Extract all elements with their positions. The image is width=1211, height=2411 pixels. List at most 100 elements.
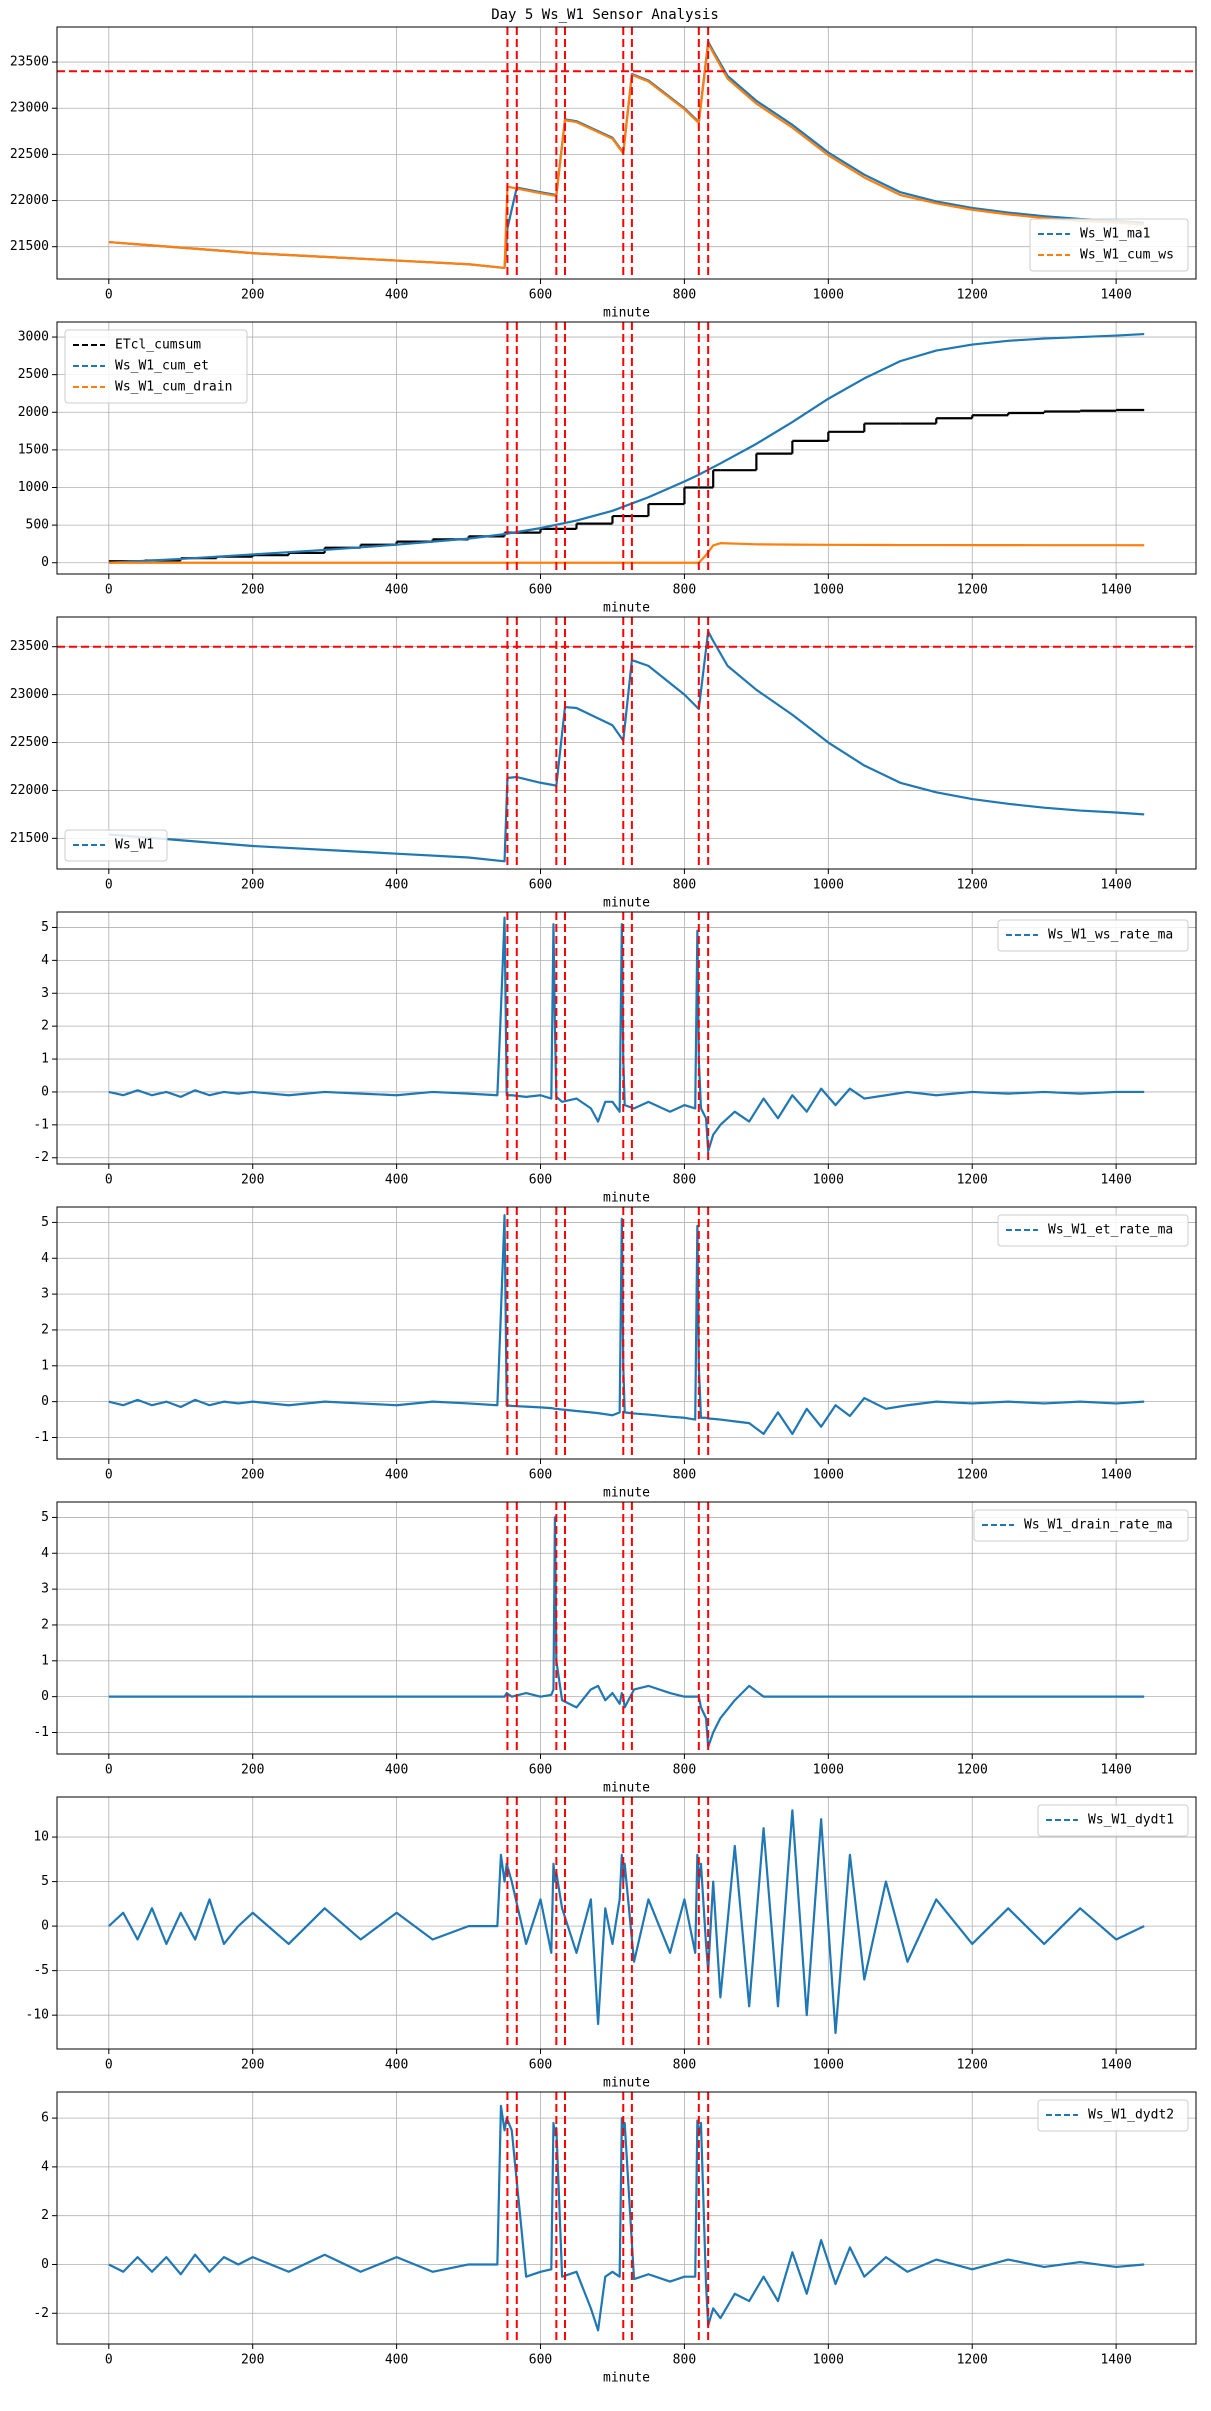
y-tick-label: 4 [41,2159,49,2174]
legend-box [997,919,1189,952]
y-tick-label: 22500 [10,735,49,750]
data-line [108,916,1145,1153]
y-tick-label: 4 [41,953,49,968]
x-tick-label: 1000 [813,1763,844,1778]
y-tick-label: 6 [41,2111,49,2126]
y-tick-label: -2 [33,2306,49,2321]
legend-box [1037,1804,1189,1837]
y-tick-label: 22000 [10,193,49,208]
x-tick-label: 0 [105,878,113,893]
axes-frame [56,1206,1197,1460]
axes-frame [56,1501,1197,1755]
legend-box [1037,2099,1189,2132]
y-tick-label: 23500 [10,55,49,70]
x-tick-label: 1200 [957,878,988,893]
y-tick-label: -2 [33,1150,49,1165]
plot-area [57,617,1196,869]
x-tick-label: 600 [529,1763,552,1778]
legend-label: Ws_W1_cum_ws [1080,248,1174,263]
axes-frame [56,1796,1197,2050]
data-line [108,2104,1145,2332]
legend-label: Ws_W1_dydt1 [1088,1813,1174,1828]
y-tick-label: 4 [41,1546,49,1561]
y-tick-label: -1 [33,1117,49,1132]
x-tick-label: 1400 [1100,288,1131,303]
legend-label: Ws_W1_cum_drain [115,380,232,395]
x-tick-label: 1200 [957,1173,988,1188]
x-tick-label: 0 [105,1763,113,1778]
y-tick-label: 0 [41,555,49,570]
y-tick-label: 0 [41,1689,49,1704]
y-tick-label: 1000 [18,480,49,495]
data-line [108,1516,1145,1748]
legend-label: Ws_W1 [115,838,154,853]
axes-frame [56,911,1197,1165]
x-tick-label: 1000 [813,583,844,598]
subplot: 0 200 400 600 800 1000 1200 1400 0 500 1000 1500 200… [18,321,1197,616]
data-line [108,542,1145,564]
y-tick-label: 1 [41,1653,49,1668]
y-tick-label: -5 [33,1963,49,1978]
x-tick-label: 400 [385,1468,408,1483]
subplot: 0 200 400 600 800 1000 1200 1400 -2 0 2 4 6 minute Ws_… [33,2091,1197,2386]
plot-area [108,1797,1145,2049]
plot-area [108,1207,1145,1459]
x-tick-label: 1200 [957,1468,988,1483]
x-tick-label: 800 [673,1173,696,1188]
legend-label: Ws_W1_dydt2 [1088,2108,1174,2123]
x-tick-label: 400 [385,1173,408,1188]
x-tick-label: 200 [241,1468,264,1483]
y-tick-label: 5 [41,920,49,935]
x-tick-label: 800 [673,878,696,893]
x-axis-label: minute [603,1781,650,1796]
legend-box [64,329,248,404]
x-tick-label: 600 [529,1173,552,1188]
data-line [108,1809,1145,2035]
x-tick-label: 1400 [1100,1763,1131,1778]
y-tick-label: 2 [41,1322,49,1337]
x-tick-label: 600 [529,288,552,303]
x-tick-label: 400 [385,878,408,893]
x-tick-label: 200 [241,288,264,303]
legend-label: Ws_W1_cum_et [115,359,209,374]
y-tick-label: 3000 [18,330,49,345]
legend-box [997,1214,1189,1247]
data-line [108,42,1145,270]
x-tick-label: 600 [529,1468,552,1483]
x-tick-label: 1200 [957,2353,988,2368]
x-tick-label: 0 [105,1173,113,1188]
x-tick-label: 1000 [813,2353,844,2368]
y-tick-label: 21500 [10,239,49,254]
y-tick-label: 2 [41,1019,49,1034]
x-tick-label: 800 [673,583,696,598]
y-tick-label: 1 [41,1052,49,1067]
y-tick-label: 3 [41,1287,49,1302]
y-tick-label: 22000 [10,783,49,798]
x-tick-label: 600 [529,583,552,598]
legend-label: Ws_W1_drain_rate_ma [1024,1518,1173,1533]
x-tick-label: 400 [385,583,408,598]
x-tick-label: 1200 [957,583,988,598]
plot-area [57,27,1196,279]
legend-box [64,829,168,862]
x-tick-label: 0 [105,2353,113,2368]
legend-box [973,1509,1189,1542]
x-tick-label: 400 [385,288,408,303]
legend: Ws_W1_dydt2 [1037,2099,1189,2132]
y-tick-label: 2 [41,1617,49,1632]
y-tick-label: 5 [41,1510,49,1525]
x-tick-label: 1200 [957,288,988,303]
y-tick-label: 0 [41,1919,49,1934]
x-tick-label: 1400 [1100,1173,1131,1188]
x-tick-label: 200 [241,1173,264,1188]
x-tick-label: 800 [673,288,696,303]
legend: Ws_W1_drain_rate_ma [973,1509,1189,1542]
data-line [108,40,1145,270]
y-tick-label: 23500 [10,639,49,654]
x-tick-label: 1000 [813,1468,844,1483]
subplot: 0 200 400 600 800 1000 1200 1400 -1 0 1 2 3 4 5 minute W… [33,1206,1197,1501]
y-tick-label: 21500 [10,831,49,846]
y-tick-label: 0 [41,1394,49,1409]
x-tick-label: 800 [673,2353,696,2368]
x-axis-label: minute [603,601,650,616]
